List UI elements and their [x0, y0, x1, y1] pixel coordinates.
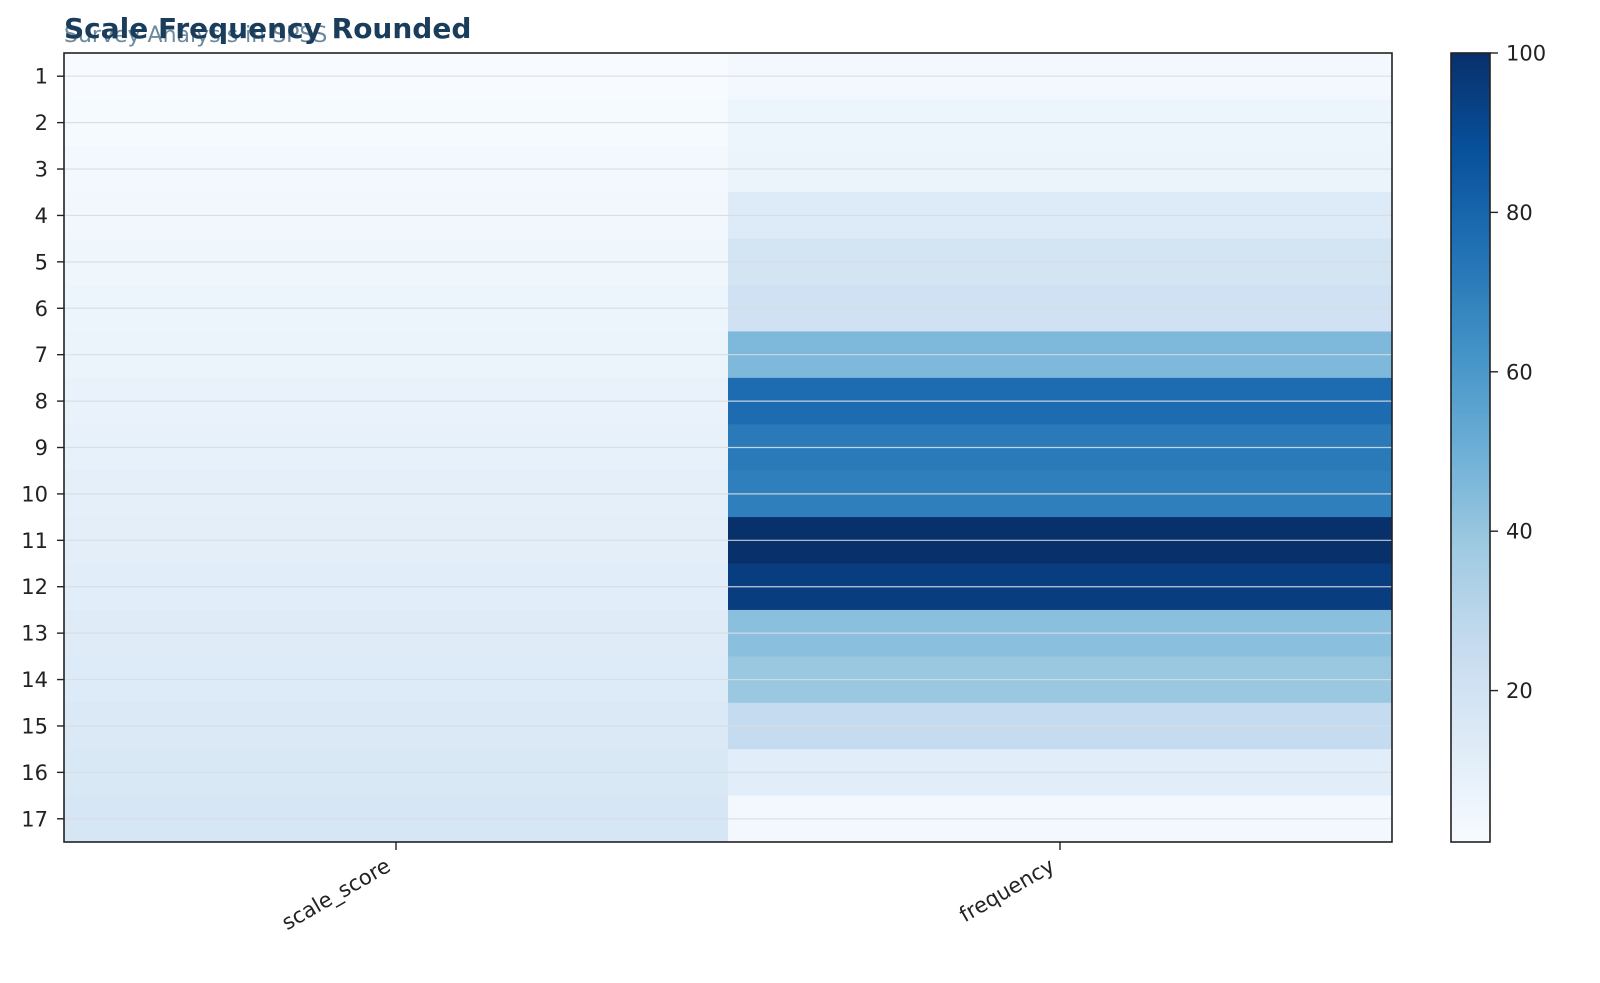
colorbar-frame: [1450, 52, 1491, 843]
y-tick-label: 5: [35, 250, 48, 274]
colorbar-tick-label: 40: [1506, 520, 1533, 544]
y-tick-label: 15: [21, 714, 48, 738]
y-tick-label: 13: [21, 622, 48, 646]
colorbar-tick-label: 100: [1506, 42, 1546, 66]
chart-title: Scale Frequency Rounded: [64, 12, 471, 45]
x-tick-label: frequency: [955, 854, 1058, 927]
y-tick-label: 4: [35, 204, 48, 228]
y-tick-label: 1: [35, 65, 48, 89]
y-tick-label: 9: [35, 436, 48, 460]
y-tick-label: 14: [21, 668, 48, 692]
y-tick-label: 10: [21, 482, 48, 506]
colorbar-tick-label: 20: [1506, 679, 1533, 703]
y-tick-label: 11: [21, 529, 48, 553]
y-tick-label: 6: [35, 297, 48, 321]
colorbar-tick-label: 60: [1506, 360, 1533, 384]
colorbar-gradient: [1451, 53, 1490, 842]
y-tick-label: 12: [21, 575, 48, 599]
y-tick-label: 8: [35, 390, 48, 414]
y-tick-label: 7: [35, 343, 48, 367]
y-tick-label: 3: [35, 158, 48, 182]
x-tick-label: scale_score: [278, 854, 395, 936]
y-tick-label: 2: [35, 111, 48, 135]
gridlines: [64, 75, 1392, 820]
colorbar-ticks: 20 40 60 80 100: [1490, 42, 1546, 703]
y-tick-label: 17: [21, 807, 48, 831]
colorbar-tick-label: 80: [1506, 201, 1533, 225]
x-axis: scale_score frequency: [278, 842, 1061, 936]
chart-subtitle: Survey Analysis in SPSS: [64, 23, 327, 48]
y-tick-label: 16: [21, 761, 48, 785]
colorbar: 20 40 60 80 100: [1450, 42, 1546, 843]
